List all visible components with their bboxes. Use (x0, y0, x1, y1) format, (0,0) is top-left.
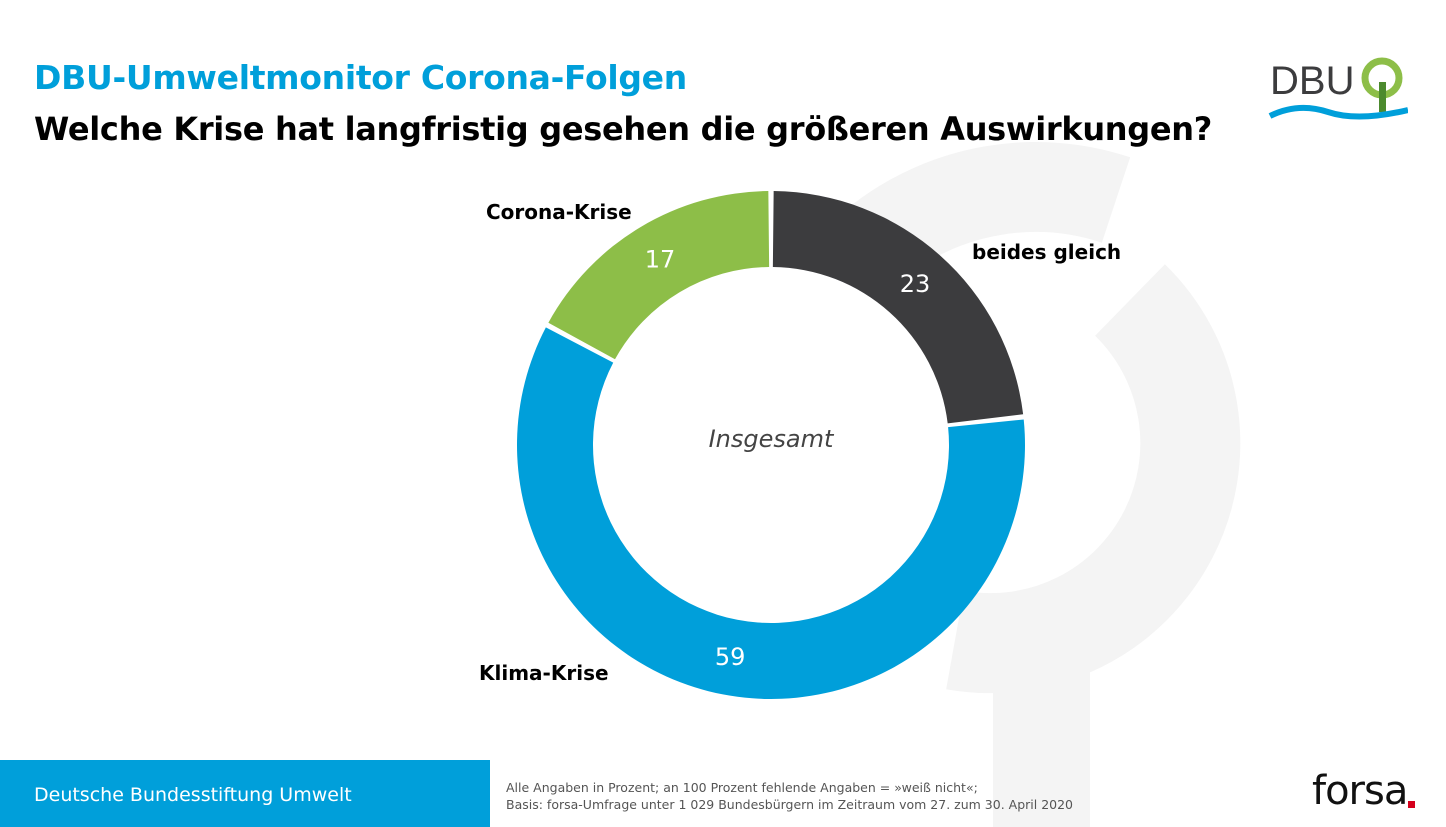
slice-value-label: 23 (900, 270, 931, 298)
slice-category-label: beides gleich (972, 240, 1121, 264)
slice-category-label: Corona-Krise (486, 200, 632, 224)
center-label: Insgesamt (709, 425, 835, 453)
slice-value-label: 17 (645, 246, 676, 274)
dbu-logo-icon: DBU (1268, 57, 1408, 120)
supertitle: DBU-Umweltmonitor Corona-Folgen (34, 58, 687, 97)
footnote-line-1: Alle Angaben in Prozent; an 100 Prozent … (506, 780, 978, 795)
footnote-line-2: Basis: forsa-Umfrage unter 1 029 Bundesb… (506, 797, 1074, 812)
logo-text: DBU (1270, 59, 1354, 103)
forsa-logo-dot-icon (1408, 801, 1415, 808)
page-title: Welche Krise hat langfristig gesehen die… (34, 110, 1213, 148)
donut-slice (772, 191, 1024, 424)
donut-slice (548, 191, 770, 360)
slice-category-label: Klima-Krise (479, 661, 609, 685)
forsa-logo-text: forsa (1312, 768, 1408, 814)
donut-slice (517, 327, 1025, 699)
slice-value-label: 59 (715, 643, 746, 671)
footer-bar (0, 760, 490, 827)
footer-org-name: Deutsche Bundesstiftung Umwelt (34, 784, 352, 806)
